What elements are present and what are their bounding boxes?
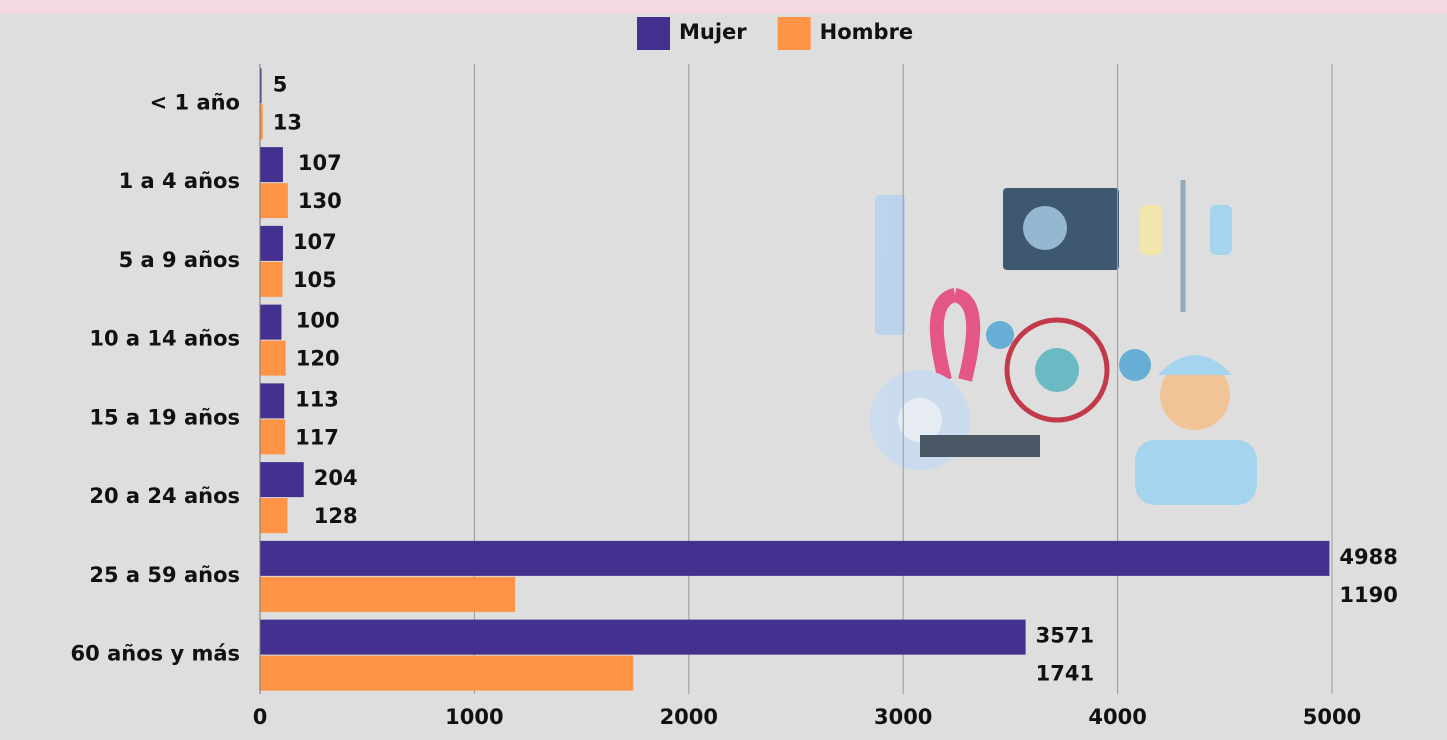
- bar: [260, 498, 287, 533]
- bar: [260, 541, 1329, 576]
- chart: 0 1000 2000 3000 4000 5000 < 1 año 5 13 1 a 4 año…: [0, 0, 1447, 740]
- bar: [260, 383, 284, 418]
- legend-label: Hombre: [820, 20, 914, 44]
- data-label: 105: [293, 268, 337, 292]
- bar: [260, 147, 283, 182]
- y-tick-label: 5 a 9 años: [119, 248, 240, 272]
- data-label: 107: [298, 151, 342, 175]
- data-label: 107: [293, 230, 337, 254]
- data-label: 1190: [1339, 583, 1397, 607]
- bar: [260, 620, 1026, 655]
- y-tick-label: 1 a 4 años: [119, 169, 240, 193]
- legend-label: Mujer: [679, 20, 747, 44]
- y-tick-label: 15 a 19 años: [89, 405, 240, 429]
- x-tick-label: 1000: [445, 705, 503, 729]
- bar: [260, 577, 515, 612]
- data-label: 204: [314, 466, 358, 490]
- data-label: 130: [298, 189, 342, 213]
- bar: [260, 183, 288, 218]
- bar: [260, 419, 285, 454]
- bar: [260, 462, 304, 497]
- virus: [986, 321, 1014, 349]
- doctor-body: [1135, 440, 1257, 505]
- x-tick-label: 3000: [874, 705, 932, 729]
- x-tick-label: 4000: [1088, 705, 1146, 729]
- data-label: 4988: [1339, 545, 1397, 569]
- brain: [1023, 206, 1067, 250]
- x-tick-label: 0: [253, 705, 268, 729]
- data-label: 113: [295, 387, 339, 411]
- data-label: 13: [273, 110, 302, 134]
- top-band: [0, 0, 1447, 14]
- bar: [260, 656, 633, 691]
- scanner-bed: [920, 435, 1040, 457]
- y-tick-label: 20 a 24 años: [89, 484, 240, 508]
- bar: [260, 341, 286, 376]
- y-tick-label: 60 años y más: [71, 642, 240, 666]
- data-label: 1741: [1036, 662, 1094, 686]
- machine: [875, 195, 905, 335]
- page: 0 1000 2000 3000 4000 5000 < 1 año 5 13 1 a 4 año…: [0, 0, 1447, 740]
- legend-swatch: [778, 17, 811, 50]
- x-tick-label: 2000: [660, 705, 718, 729]
- data-label: 128: [314, 504, 358, 528]
- bar: [260, 305, 281, 340]
- virus: [1119, 349, 1151, 381]
- y-tick-label: 10 a 14 años: [89, 327, 240, 351]
- x-tick-label: 5000: [1303, 705, 1361, 729]
- data-label: 5: [273, 72, 288, 96]
- data-label: 120: [296, 347, 340, 371]
- data-label: 117: [295, 425, 339, 449]
- iv-bag: [1140, 205, 1162, 255]
- iv-bag: [1210, 205, 1232, 255]
- y-tick-label: 25 a 59 años: [89, 563, 240, 587]
- y-tick-label: < 1 año: [150, 90, 240, 114]
- data-label: 3571: [1036, 624, 1094, 648]
- bar: [260, 226, 283, 261]
- data-label: 100: [296, 309, 340, 333]
- bar: [260, 262, 283, 297]
- legend-swatch: [637, 17, 670, 50]
- virus: [1035, 348, 1079, 392]
